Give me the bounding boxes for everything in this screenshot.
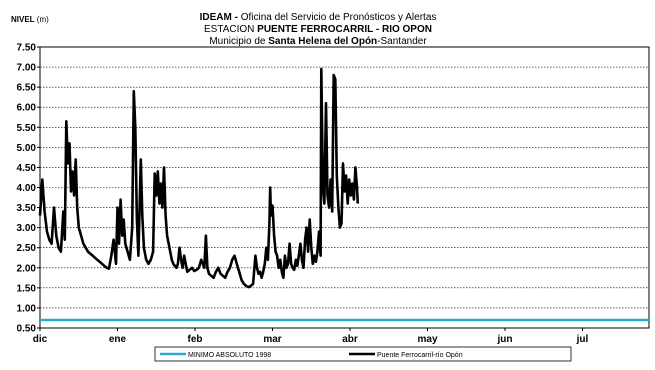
x-tick-label: may <box>417 334 437 345</box>
y-tick-label: 1.50 <box>17 283 37 294</box>
y-tick-label: 7.50 <box>17 43 37 54</box>
chart-title-line2: ESTACION PUENTE FERROCARRIL - RIO OPON <box>204 24 432 35</box>
y-tick-label: 3.50 <box>17 203 37 214</box>
chart-title-line3: Municipio de Santa Helena del Opón-Santa… <box>209 36 427 47</box>
x-tick-label: ene <box>109 334 127 345</box>
y-tick-label: 4.50 <box>17 163 37 174</box>
x-tick-label: jun <box>497 334 513 345</box>
y-tick-label: 5.00 <box>17 143 37 154</box>
y-tick-label: 1.00 <box>17 303 37 314</box>
y-tick-label: 5.50 <box>17 123 37 134</box>
series-line-puente-ferrocarril <box>38 67 360 289</box>
y-tick-label: 4.00 <box>17 183 37 194</box>
x-tick-label: mar <box>263 334 281 345</box>
x-tick-label: dic <box>33 334 48 345</box>
y-tick-label: 6.00 <box>17 103 37 114</box>
legend-label: Puente Ferrocarril-río Opón <box>377 352 463 359</box>
y-tick-label: 3.00 <box>17 223 37 234</box>
chart-title-line1: IDEAM - Oficina del Servicio de Pronósti… <box>200 12 437 23</box>
y-tick-label: 2.00 <box>17 263 37 274</box>
y-tick-label: 0.50 <box>17 324 37 335</box>
legend-label: MINIMO ABSOLUTO 1998 <box>188 352 271 359</box>
x-tick-label: jul <box>576 334 589 345</box>
y-tick-label: 2.50 <box>17 243 37 254</box>
x-tick-label: feb <box>188 334 203 345</box>
y-tick-label: 6.50 <box>17 83 37 94</box>
y-tick-label: 7.00 <box>17 63 37 74</box>
y-axis-label: NIVEL (m) <box>11 15 49 24</box>
x-tick-label: abr <box>342 334 358 345</box>
